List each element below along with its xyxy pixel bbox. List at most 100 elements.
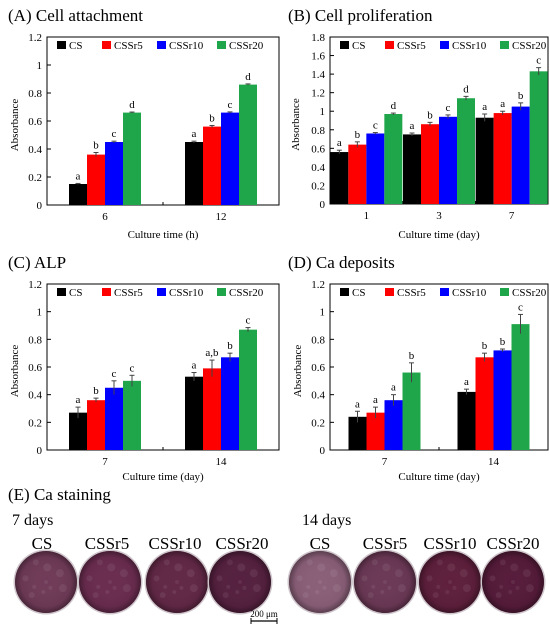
legend-swatch xyxy=(500,41,509,49)
legend-label: CS xyxy=(352,40,365,52)
well-texture xyxy=(216,575,223,582)
well-texture xyxy=(436,559,443,566)
well-texture xyxy=(242,585,247,590)
x-tick-label: 1 xyxy=(364,210,370,222)
x-tick-label: 7 xyxy=(382,456,388,468)
x-tick-label: 7 xyxy=(102,456,108,468)
bar-cssr10 xyxy=(366,133,385,204)
well-texture xyxy=(189,584,198,593)
well-texture xyxy=(163,559,170,566)
chart-title: (C) ALP xyxy=(8,253,66,272)
well-texture xyxy=(32,559,39,566)
well-texture xyxy=(122,584,131,593)
legend-label: CSSr5 xyxy=(114,40,143,52)
y-tick-label: 1 xyxy=(37,60,43,72)
charts-layer: (A) Cell attachment 0 0.2 0.4 0.6 0.8 1 1.2 Abso… xyxy=(8,6,549,483)
significance-letter: c xyxy=(130,362,135,374)
staining-group-day14: 14 days CS CSSr5 CSSr10 CSSr20 xyxy=(287,512,546,615)
well-texture xyxy=(238,580,242,584)
well-texture xyxy=(107,563,116,572)
well-texture xyxy=(382,563,391,572)
well-texture xyxy=(380,590,385,595)
well-texture xyxy=(462,584,471,593)
bar-cs xyxy=(69,184,87,205)
well-texture xyxy=(159,592,166,599)
legend-swatch xyxy=(157,41,166,49)
well-texture xyxy=(315,590,320,595)
chart-panel-b: (B) Cell proliferation 0 0.2 0.4 0.6 0.8 1 1.2 1… xyxy=(288,6,549,241)
well-texture xyxy=(383,580,387,584)
well-texture xyxy=(367,592,374,599)
chart-title: (D) Ca deposits xyxy=(288,253,395,272)
bar-cssr5 xyxy=(348,144,367,204)
bar-cssr20 xyxy=(239,84,257,205)
well-texture xyxy=(179,585,184,590)
bar-cssr5 xyxy=(203,126,221,205)
y-tick-label: 0.6 xyxy=(28,362,42,374)
well-texture xyxy=(525,584,534,593)
significance-letter: a,b xyxy=(205,347,219,359)
significance-letter: a xyxy=(355,398,360,410)
bar-cssr20 xyxy=(402,372,421,450)
y-tick-label: 0.4 xyxy=(311,162,325,174)
bar-cs xyxy=(69,412,87,450)
well-texture xyxy=(55,569,64,578)
y-tick-label: 0 xyxy=(37,445,43,457)
bar-cssr10 xyxy=(221,357,239,450)
bar-cssr10 xyxy=(105,142,123,205)
y-tick-label: 1.2 xyxy=(28,279,42,291)
y-tick-label: 0.8 xyxy=(28,334,42,346)
well-shading xyxy=(289,551,351,613)
y-axis-label: Absorbance xyxy=(290,98,302,151)
well-texture xyxy=(452,585,457,590)
chart-title: (A) Cell attachment xyxy=(8,6,143,25)
well-shading xyxy=(146,551,208,613)
significance-letter: c xyxy=(112,368,117,380)
well-texture xyxy=(332,584,341,593)
y-axis-label: Absorbance xyxy=(9,99,21,152)
legend: CS CSSr5 CSSr10 CSSr20 xyxy=(340,287,547,299)
well-texture xyxy=(186,569,195,578)
y-tick-label: 0.6 xyxy=(28,116,42,128)
well-texture xyxy=(445,590,450,595)
well-shading xyxy=(354,551,416,613)
significance-letter: a xyxy=(76,170,81,182)
well-texture xyxy=(510,563,519,572)
dish-label: CS xyxy=(32,534,53,553)
significance-letter: d xyxy=(245,71,251,83)
bar-cssr20 xyxy=(529,71,548,204)
y-tick-label: 0.2 xyxy=(28,172,42,184)
legend-label: CS xyxy=(69,40,82,52)
legend-label: CSSr10 xyxy=(169,40,204,52)
significance-letter: a xyxy=(410,120,415,132)
legend-swatch xyxy=(340,288,349,296)
x-axis-label: Culture time (h) xyxy=(128,229,199,241)
legend-label: CSSr20 xyxy=(229,287,264,299)
well-texture xyxy=(436,584,441,589)
day-label: 14 days xyxy=(302,512,351,529)
well-texture xyxy=(41,590,46,595)
well-texture xyxy=(499,559,506,566)
legend-swatch xyxy=(500,288,509,296)
significance-letter: a xyxy=(482,101,487,113)
well-texture xyxy=(499,584,504,589)
well-texture xyxy=(317,563,326,572)
bar-cssr20 xyxy=(123,380,141,450)
bar-cssr5 xyxy=(203,368,221,450)
well-texture xyxy=(448,580,452,584)
legend-label: CSSr10 xyxy=(169,287,204,299)
well-texture xyxy=(322,585,327,590)
well-texture xyxy=(226,584,231,589)
dish-label: CSSr20 xyxy=(487,534,540,553)
well-texture xyxy=(92,592,99,599)
y-tick-label: 1.4 xyxy=(311,69,325,81)
bar-cs xyxy=(403,134,421,204)
x-axis-label: Culture time (day) xyxy=(398,229,480,241)
dish-label: CSSr10 xyxy=(424,534,477,553)
well-texture xyxy=(459,569,468,578)
well-texture xyxy=(43,563,52,572)
y-axis-label: Absorbance xyxy=(292,345,304,398)
legend-swatch xyxy=(217,41,226,49)
legend: CS CSSr5 CSSr10 CSSr20 xyxy=(340,40,547,52)
bar-cssr20 xyxy=(511,324,530,450)
